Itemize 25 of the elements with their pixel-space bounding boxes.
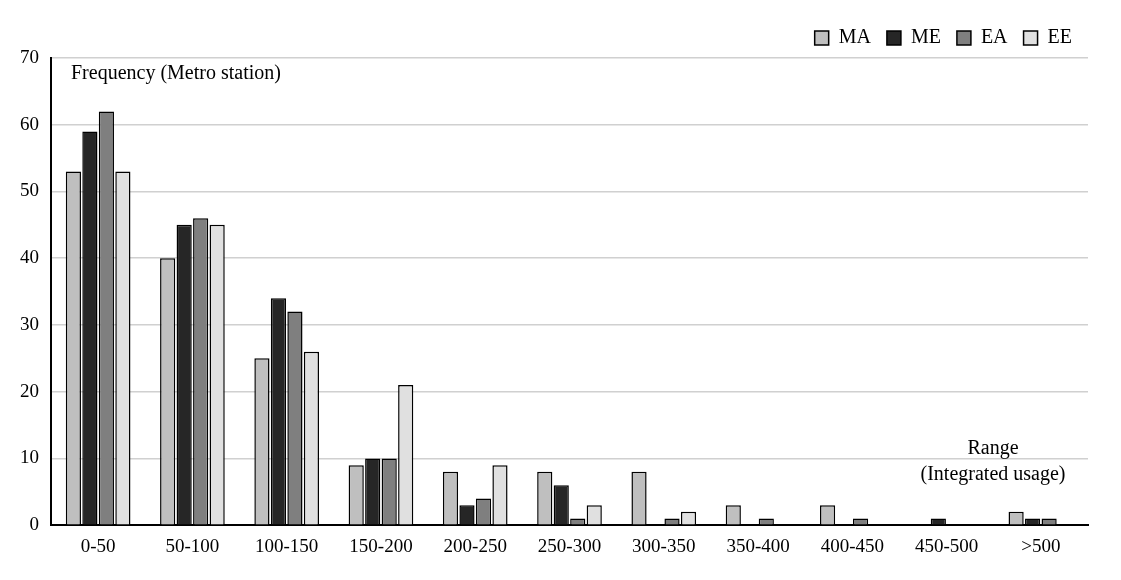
y-tick-label: 20 [20,379,39,401]
x-tick-label: 300-350 [632,534,696,556]
x-tick-label: 50-100 [165,534,220,556]
y-tick-label: 30 [20,312,39,334]
legend-label: ME [910,25,941,48]
x-tick-label: >500 [1021,534,1061,556]
legend-label: EA [980,25,1009,48]
y-axis-title: Frequency (Metro station) [71,61,281,85]
x-tick-label: 250-300 [537,534,602,556]
x-tick-label: 450-500 [914,534,979,556]
y-tick-label: 70 [20,45,39,67]
x-tick-label: 0-50 [80,534,116,556]
x-tick-label: 150-200 [349,534,413,556]
y-tick-label: 60 [20,112,39,134]
y-tick-label: 10 [20,446,39,468]
y-tick-label: 50 [20,179,39,201]
y-tick-label: 40 [20,246,39,268]
x-tick-label: 400-450 [820,534,884,556]
legend-label: EE [1047,25,1072,48]
legend-label: MA [838,25,872,48]
x-axis-title: Range (Integrated usage) [920,436,1066,486]
x-tick-label: 350-400 [726,534,790,556]
y-tick-label: 0 [29,513,39,535]
x-tick-label: 200-250 [443,534,507,556]
x-tick-label: 100-150 [255,534,319,556]
